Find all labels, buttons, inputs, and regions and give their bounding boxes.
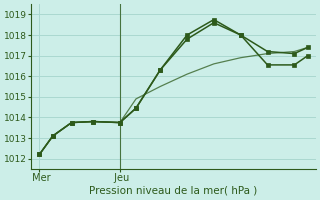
X-axis label: Pression niveau de la mer( hPa ): Pression niveau de la mer( hPa ) [90, 186, 258, 196]
